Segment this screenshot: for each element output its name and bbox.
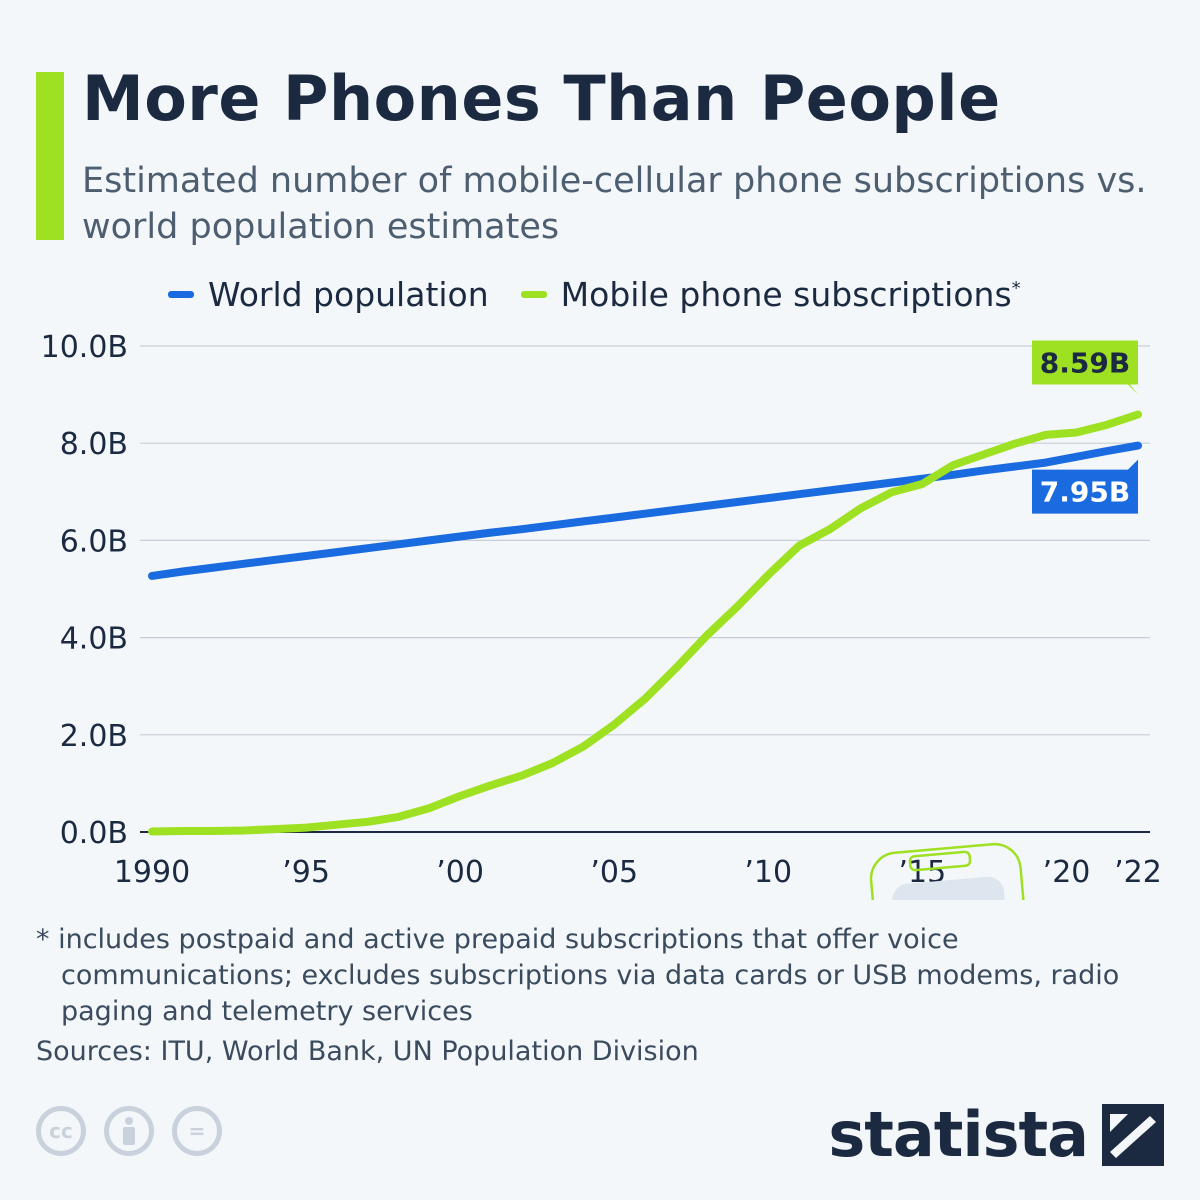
license-icons: cc = xyxy=(36,1106,240,1156)
footnote: * includes postpaid and active prepaid s… xyxy=(36,924,1120,1027)
legend-swatch-population xyxy=(168,290,194,298)
y-tick-label: 6.0B xyxy=(60,524,128,559)
attribution-icon[interactable] xyxy=(104,1106,154,1156)
labels-layer: 8.59B 7.95B xyxy=(1032,340,1138,514)
y-tick-label: 10.0B xyxy=(41,330,128,365)
legend-footnote-marker: * xyxy=(1011,277,1021,299)
x-tick-label: ’20 xyxy=(1043,855,1091,890)
end-label-bg-population xyxy=(1032,459,1138,514)
series-line-population xyxy=(148,441,1142,580)
legend-item-population: World population xyxy=(168,275,489,314)
brand-logo[interactable]: statista xyxy=(828,1098,1164,1171)
cc-icon[interactable]: cc xyxy=(36,1106,86,1156)
y-tick-label: 0.0B xyxy=(60,816,128,851)
y-tick-label: 8.0B xyxy=(60,427,128,462)
nd-icon-label: = xyxy=(188,1119,206,1143)
brand-name: statista xyxy=(828,1098,1089,1171)
x-tick-label: ’05 xyxy=(590,855,638,890)
statista-logo-icon xyxy=(1102,1103,1164,1166)
title-accent-bar xyxy=(36,72,64,240)
x-tick-label: 1990 xyxy=(114,855,190,890)
phone-globe-illustration xyxy=(869,842,1041,900)
end-label-mobile: 8.59B xyxy=(1040,347,1130,380)
y-tick-label: 4.0B xyxy=(60,622,128,657)
legend-label-population: World population xyxy=(208,274,489,314)
no-derivatives-icon[interactable]: = xyxy=(172,1106,222,1156)
person-icon xyxy=(123,1117,135,1145)
x-tick-label: ’10 xyxy=(744,855,792,890)
chart-title: More Phones Than People xyxy=(82,62,1001,135)
lines-layer xyxy=(148,410,1142,836)
phone-speaker-icon xyxy=(908,850,972,872)
legend-swatch-mobile xyxy=(520,290,547,298)
end-label-population: 7.95B xyxy=(1040,476,1130,509)
y-tick-label: 2.0B xyxy=(60,719,128,754)
sources: Sources: ITU, World Bank, UN Population … xyxy=(36,1036,699,1067)
x-tick-label: ’22 xyxy=(1114,855,1162,890)
legend-label-mobile-wrap: Mobile phone subscriptions* xyxy=(561,275,1021,314)
end-label-bg-mobile xyxy=(1032,340,1138,395)
phone-outline-icon xyxy=(869,842,1041,900)
series-line-mobile xyxy=(148,410,1142,836)
grid-layer: 0.0B 2.0B 4.0B 6.0B 8.0B 10.0B 1990 ’95 ’00 ’05 ’1… xyxy=(41,330,1162,890)
legend-item-mobile: Mobile phone subscriptions* xyxy=(520,275,1021,314)
chart-subtitle: Estimated number of mobile-cellular phon… xyxy=(82,161,1147,247)
x-tick-label: ’00 xyxy=(436,855,484,890)
legend-label-mobile: Mobile phone subscriptions xyxy=(560,274,1012,314)
x-tick-label: ’95 xyxy=(282,855,330,890)
line-chart: 0.0B 2.0B 4.0B 6.0B 8.0B 10.0B 1990 ’95 ’00 ’05 ’1… xyxy=(41,330,1162,900)
cc-icon-label: cc xyxy=(49,1119,73,1143)
legend: World population Mobile phone subscripti… xyxy=(168,272,1053,316)
